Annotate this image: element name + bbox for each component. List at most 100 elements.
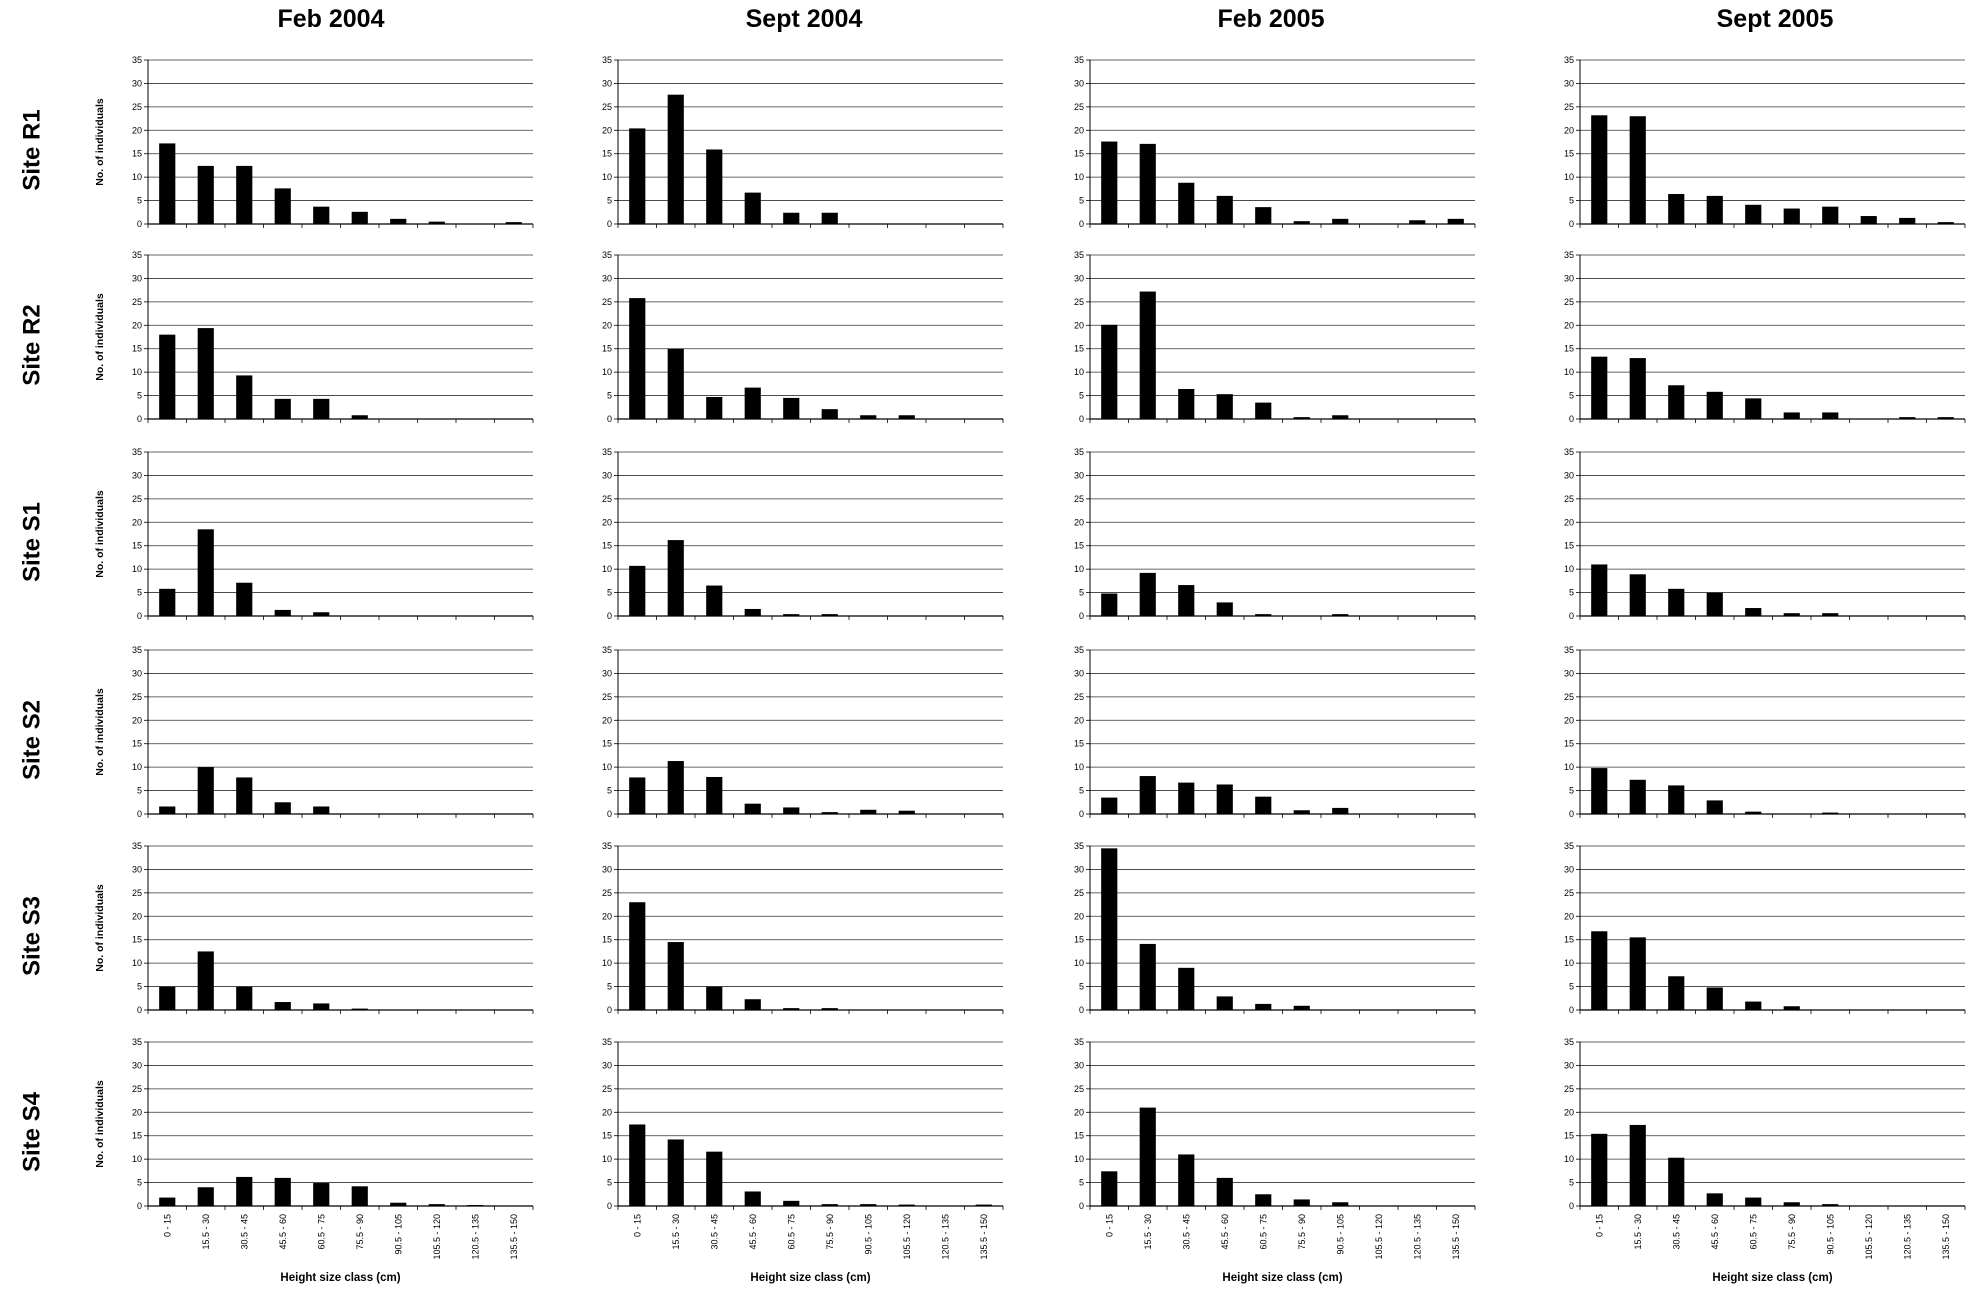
bar [1783,1202,1800,1206]
row-label: Site R2 [18,304,45,385]
bar [629,298,646,419]
bar [390,218,407,224]
bar [351,1186,368,1206]
y-tick-label: 0 [1079,414,1084,424]
bar [821,1008,838,1010]
y-tick-label: 20 [602,517,612,527]
bar [313,806,330,814]
bar [1139,1107,1156,1206]
bar [1706,987,1723,1010]
bar [1216,1177,1233,1206]
y-tick-label: 10 [602,367,612,377]
bar [1937,417,1954,419]
y-axis-label: No. of individuals [94,98,106,186]
bar [821,1204,838,1206]
bar [351,1008,368,1010]
x-tick-label: 45.5 - 60 [278,1214,288,1250]
column-title: Feb 2004 [277,5,384,33]
bar [898,415,915,419]
y-tick-label: 30 [132,864,142,874]
bar [274,1177,291,1206]
y-tick-label: 0 [1079,809,1084,819]
bar [1591,115,1608,224]
y-tick-label: 10 [1074,172,1084,182]
y-axis-label: No. of individuals [94,293,106,381]
y-tick-label: 10 [132,564,142,574]
y-tick-label: 30 [602,864,612,874]
bar [1591,931,1608,1010]
y-tick-label: 25 [602,494,612,504]
bar [744,192,761,224]
y-axis-label: No. of individuals [94,884,106,972]
y-tick-label: 5 [1569,1178,1574,1188]
bar [629,565,646,616]
y-tick-label: 15 [602,935,612,945]
bar [1332,807,1349,814]
bar [1668,976,1685,1010]
y-tick-label: 25 [602,1084,612,1094]
bar [1101,324,1118,419]
y-tick-label: 30 [1564,470,1574,480]
bar [1178,389,1195,419]
y-axis-label: No. of individuals [94,1080,106,1168]
x-tick-label: 60.5 - 75 [1258,1214,1268,1250]
x-tick-label: 30.5 - 45 [239,1214,249,1250]
bar [1706,1193,1723,1206]
column-title: Sept 2005 [1717,5,1834,33]
bar [351,415,368,419]
bar [1139,572,1156,616]
y-tick-label: 20 [602,1107,612,1117]
row-label: Site S4 [18,1091,45,1172]
y-tick-label: 25 [132,102,142,112]
y-tick-label: 15 [602,541,612,551]
y-tick-label: 5 [607,588,612,598]
y-tick-label: 30 [1074,470,1084,480]
y-tick-label: 5 [1079,982,1084,992]
y-tick-label: 15 [602,1131,612,1141]
bar [744,803,761,814]
y-tick-label: 30 [602,78,612,88]
y-tick-label: 35 [1074,250,1084,260]
y-tick-label: 25 [132,494,142,504]
bar [1216,195,1233,224]
column-title: Sept 2004 [746,5,863,33]
y-tick-label: 5 [607,786,612,796]
y-tick-label: 35 [1074,841,1084,851]
bar [744,1191,761,1206]
bar [744,608,761,616]
bar [783,212,800,224]
y-tick-label: 20 [132,911,142,921]
bar [1629,358,1646,419]
panel-1-2: 0 5 10 15 20 25 30 35 [1074,250,1476,424]
panel-5-0: 0 5 10 15 20 25 30 35 No. of individuals 0 - 15 15… [94,1037,534,1284]
bar [783,614,800,616]
y-tick-label: 0 [137,1201,142,1211]
bar [1899,417,1916,419]
y-tick-label: 0 [607,809,612,819]
y-tick-label: 35 [1564,250,1574,260]
y-tick-label: 35 [132,1037,142,1047]
y-tick-label: 35 [1564,1037,1574,1047]
bar [313,398,330,419]
y-tick-label: 35 [1564,645,1574,655]
bar [197,529,214,616]
y-tick-label: 35 [602,447,612,457]
y-tick-label: 10 [1564,367,1574,377]
y-tick-label: 10 [132,172,142,182]
bar [467,1205,484,1206]
x-tick-label: 90.5 - 105 [863,1214,873,1255]
x-tick-label: 30.5 - 45 [709,1214,719,1250]
bar [1629,116,1646,224]
y-tick-label: 0 [1569,1201,1574,1211]
x-tick-label: 75.5 - 90 [1297,1214,1307,1250]
x-tick-label: 135.5 - 150 [509,1214,519,1260]
y-tick-label: 5 [1569,982,1574,992]
bar [1178,782,1195,814]
y-tick-label: 10 [602,564,612,574]
bar [1447,218,1464,224]
y-tick-label: 35 [602,55,612,65]
bar [860,809,877,814]
y-tick-label: 25 [602,297,612,307]
y-tick-label: 5 [137,1178,142,1188]
